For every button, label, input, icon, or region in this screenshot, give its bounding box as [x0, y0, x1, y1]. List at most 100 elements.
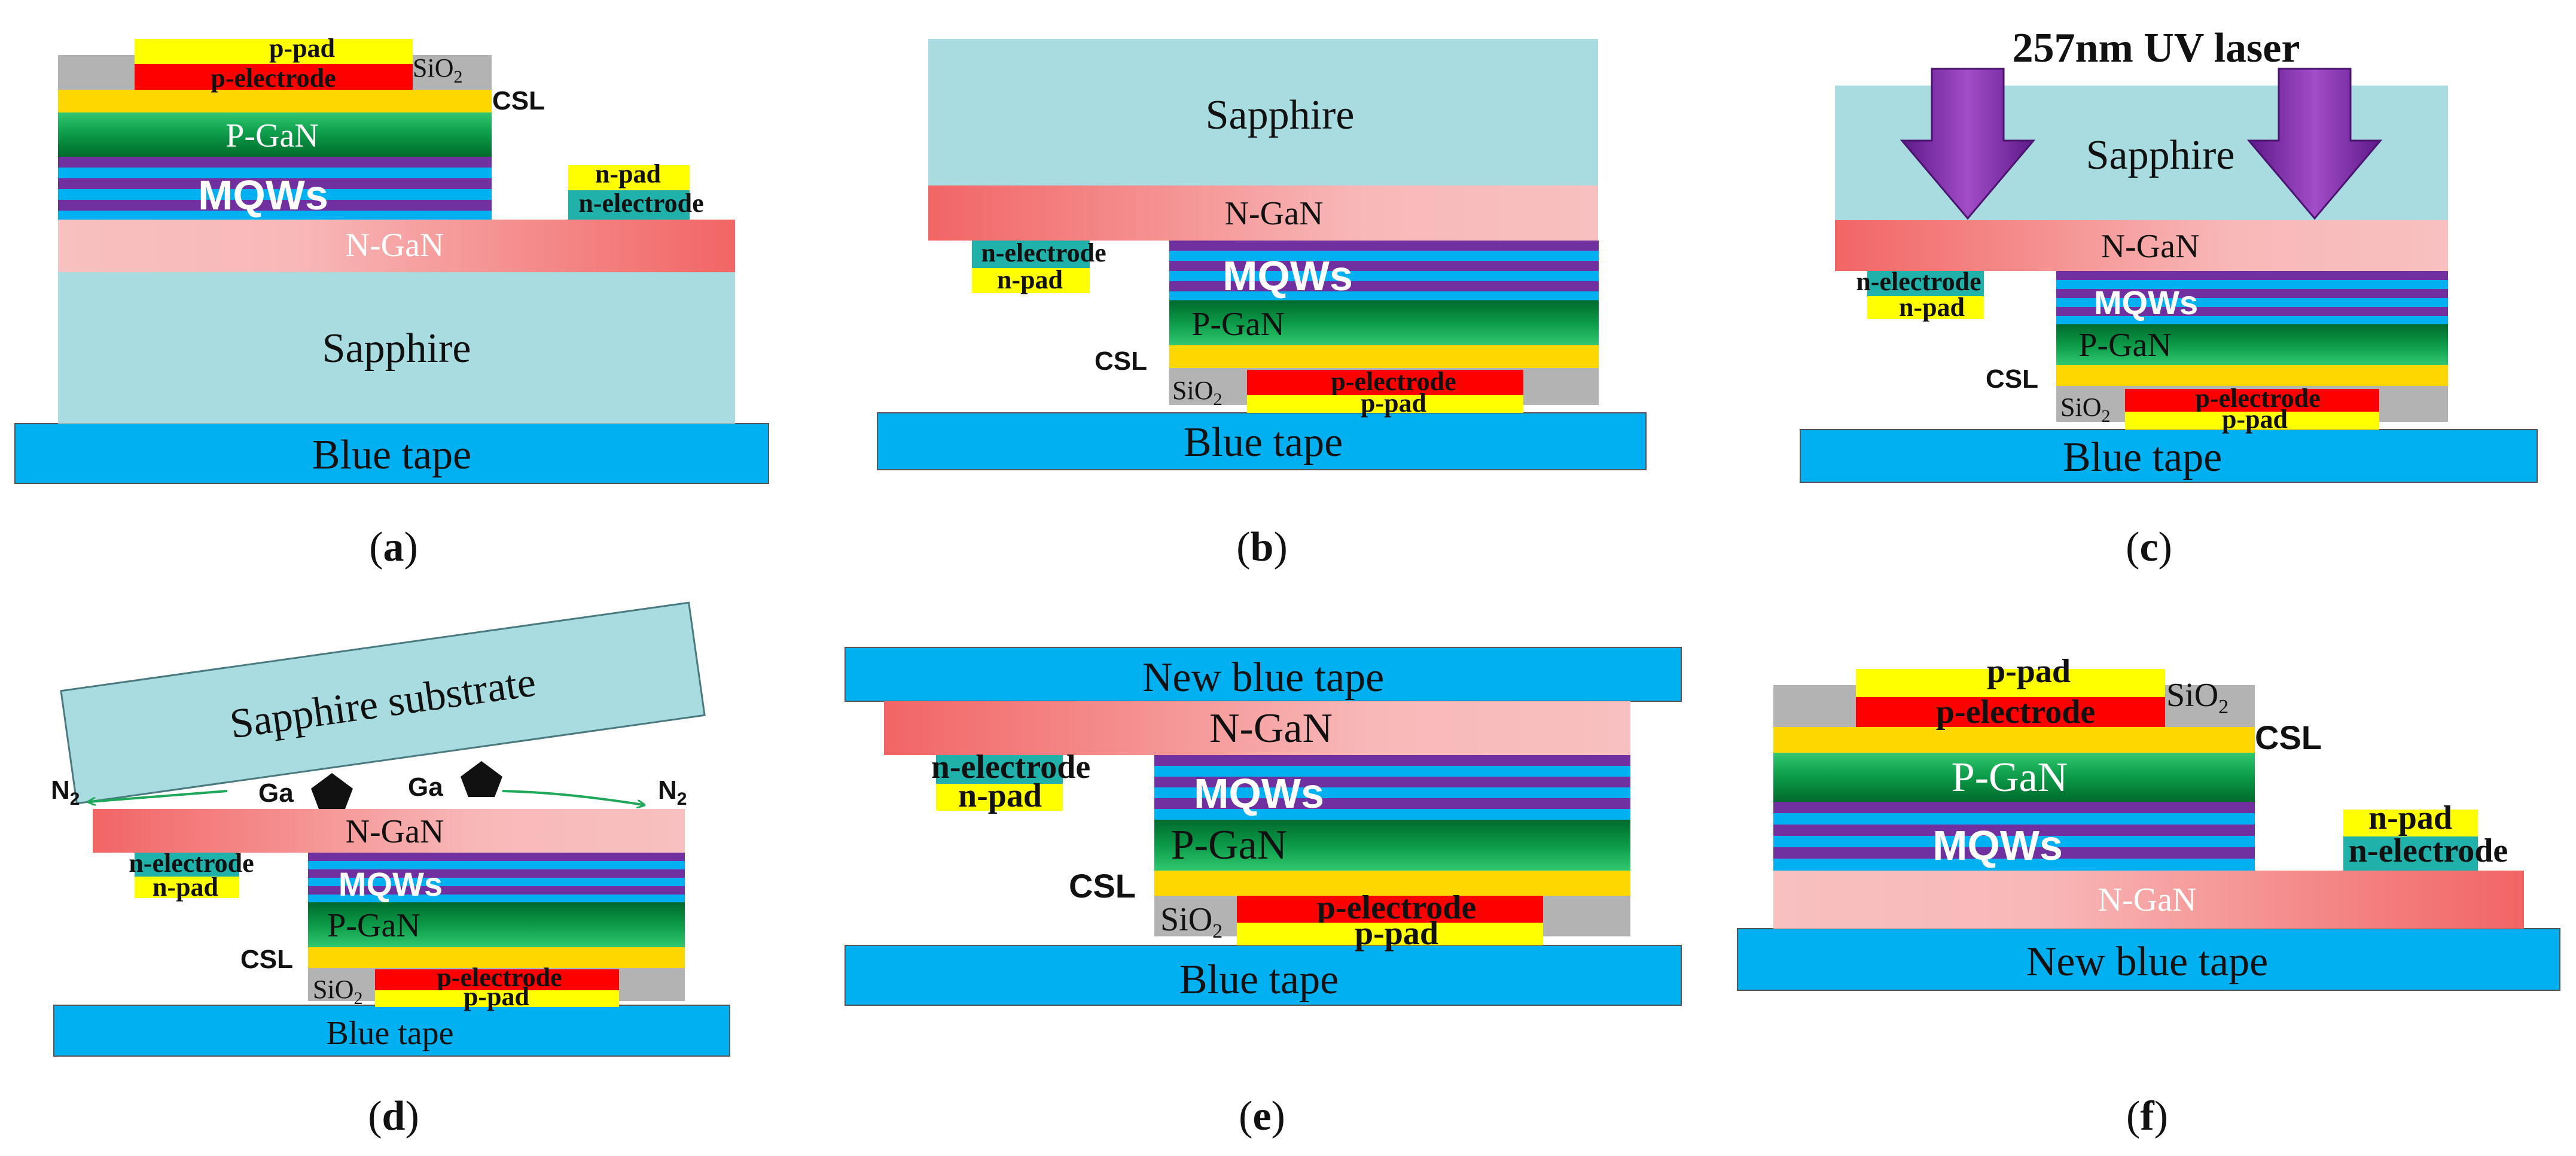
csl-layer [1773, 727, 2255, 753]
n-electrode [936, 755, 1063, 784]
csl-layer [2056, 365, 2448, 386]
csl-label: CSL [1069, 867, 1136, 905]
csl-label: CSL [240, 945, 293, 974]
sio2-label: SiO2 [2060, 393, 2110, 426]
p-gan-label: P-GaN [327, 907, 420, 944]
n-electrode [568, 190, 690, 220]
p-electrode [135, 64, 413, 90]
n-pad-label: n-pad [1899, 293, 1965, 322]
mqws-label: MQWs [1194, 770, 1324, 817]
sapphire-label: Sapphire [322, 325, 471, 372]
csl-label: CSL [2255, 719, 2322, 756]
panel-c: Blue tape Sapphire N-GaN MQWs P-GaN CSL … [1800, 25, 2538, 483]
p-electrode [375, 969, 619, 990]
panel-f: New blue tape N-GaN MQWs P-GaN CSL p-ele… [1737, 653, 2560, 991]
n2-label-right: N2 [658, 775, 687, 809]
mqws-layer [58, 157, 492, 220]
caption-f: (f) [2126, 1093, 2168, 1139]
n-gan-label: N-GaN [1209, 705, 1333, 752]
p-gan-label: P-GaN [225, 117, 319, 154]
p-pad [135, 39, 413, 64]
p-pad [375, 990, 619, 1007]
panel-e: New blue tape Blue tape N-GaN MQWs P-GaN… [845, 647, 1682, 1006]
p-pad-label: p-pad [1987, 653, 2071, 690]
mqws-label: MQWs [1223, 253, 1353, 299]
n-electrode-label: n-electrode [981, 238, 1106, 267]
csl-layer [308, 947, 685, 968]
n-pad-label: n-pad [997, 265, 1063, 294]
new-blue-tape-label: New blue tape [1142, 655, 1384, 701]
p-pad-label: p-pad [1361, 388, 1426, 418]
csl-label: CSL [1095, 346, 1147, 376]
p-electrode-label: p-electrode [2195, 384, 2320, 413]
p-electrode-label: p-electrode [1936, 693, 2095, 731]
caption-c: (c) [2126, 524, 2172, 570]
p-pad [1247, 395, 1523, 413]
n-electrode [972, 241, 1090, 268]
blue-tape [1800, 429, 2538, 483]
p-gan-label: P-GaN [2078, 327, 2172, 364]
sapphire-label: Sapphire [1206, 92, 1355, 138]
blue-tape [14, 423, 769, 484]
n-electrode-label: n-electrode [129, 848, 254, 878]
p-electrode-label: p-electrode [211, 63, 336, 93]
mqws-layer [2056, 271, 2448, 324]
n-electrode [135, 853, 239, 877]
gas-arrow-right [502, 790, 643, 805]
p-pad-label: p-pad [1355, 915, 1438, 952]
sapphire-label: Sapphire [2086, 132, 2235, 178]
p-pad [2125, 412, 2379, 430]
p-gan-layer [58, 112, 492, 157]
sio2-label: SiO2 [313, 975, 362, 1008]
blue-tape-label: Blue tape [312, 432, 471, 478]
sio2-label: SiO2 [1160, 901, 1223, 942]
p-gan-label: P-GaN [1952, 755, 2068, 801]
n-pad [1867, 296, 1984, 319]
p-pad-label: p-pad [464, 982, 529, 1011]
mqws-layer [1154, 755, 1630, 820]
p-pad [1237, 923, 1543, 945]
n-gan-label: N-GaN [346, 813, 444, 850]
panel-a: Blue tape Sapphire N-GaN MQWs P-GaN CSL … [14, 34, 769, 484]
n-electrode-label: n-electrode [931, 749, 1090, 786]
p-electrode [1856, 697, 2165, 727]
ga-droplet-right [461, 761, 502, 797]
sapphire-substrate [58, 272, 735, 424]
mqws-label: MQWs [1932, 822, 2063, 869]
gas-arrow-left [90, 790, 228, 802]
p-pad-label: p-pad [269, 34, 335, 63]
new-blue-tape-label: New blue tape [2026, 939, 2268, 985]
caption-a: (a) [369, 524, 418, 570]
blue-tape-label: Blue tape [1184, 419, 1343, 466]
blue-tape [845, 945, 1682, 1006]
sapphire-substrate [928, 39, 1598, 185]
n-electrode-label: n-electrode [1856, 267, 1981, 296]
caption-b: (b) [1236, 524, 1288, 570]
tilted-sapphire-substrate: Sapphire substrate [60, 601, 706, 805]
n-pad-label: n-pad [153, 872, 218, 902]
p-gan-layer [1154, 820, 1630, 871]
mqws-label: MQWs [198, 172, 328, 218]
p-electrode [1237, 896, 1543, 923]
n-gan-layer [1773, 871, 2524, 929]
n-gan-label: N-GaN [1225, 195, 1324, 232]
csl-layer [1154, 871, 1630, 896]
n-pad [568, 165, 690, 190]
n-gan-layer [1835, 220, 2448, 271]
caption-e: (e) [1239, 1093, 1285, 1139]
panel-b: Blue tape Sapphire N-GaN MQWs P-GaN CSL … [877, 39, 1647, 470]
n-gan-label: N-GaN [346, 227, 444, 264]
caption-d: (d) [368, 1093, 419, 1139]
n-gan-label: N-GaN [2101, 228, 2200, 265]
sio2-label: SiO2 [1172, 376, 1222, 409]
p-electrode [1247, 370, 1523, 395]
p-pad [1856, 669, 2165, 697]
n-pad [936, 784, 1063, 811]
p-gan-layer [2056, 324, 2448, 365]
n-gan-layer [928, 185, 1598, 241]
n-gan-label: N-GaN [2098, 881, 2197, 918]
p-electrode-label: p-electrode [1317, 889, 1476, 926]
ga-label-right: Ga [408, 772, 443, 802]
mqws-label: MQWs [339, 865, 443, 903]
laser-arrow-right [2246, 68, 2383, 220]
